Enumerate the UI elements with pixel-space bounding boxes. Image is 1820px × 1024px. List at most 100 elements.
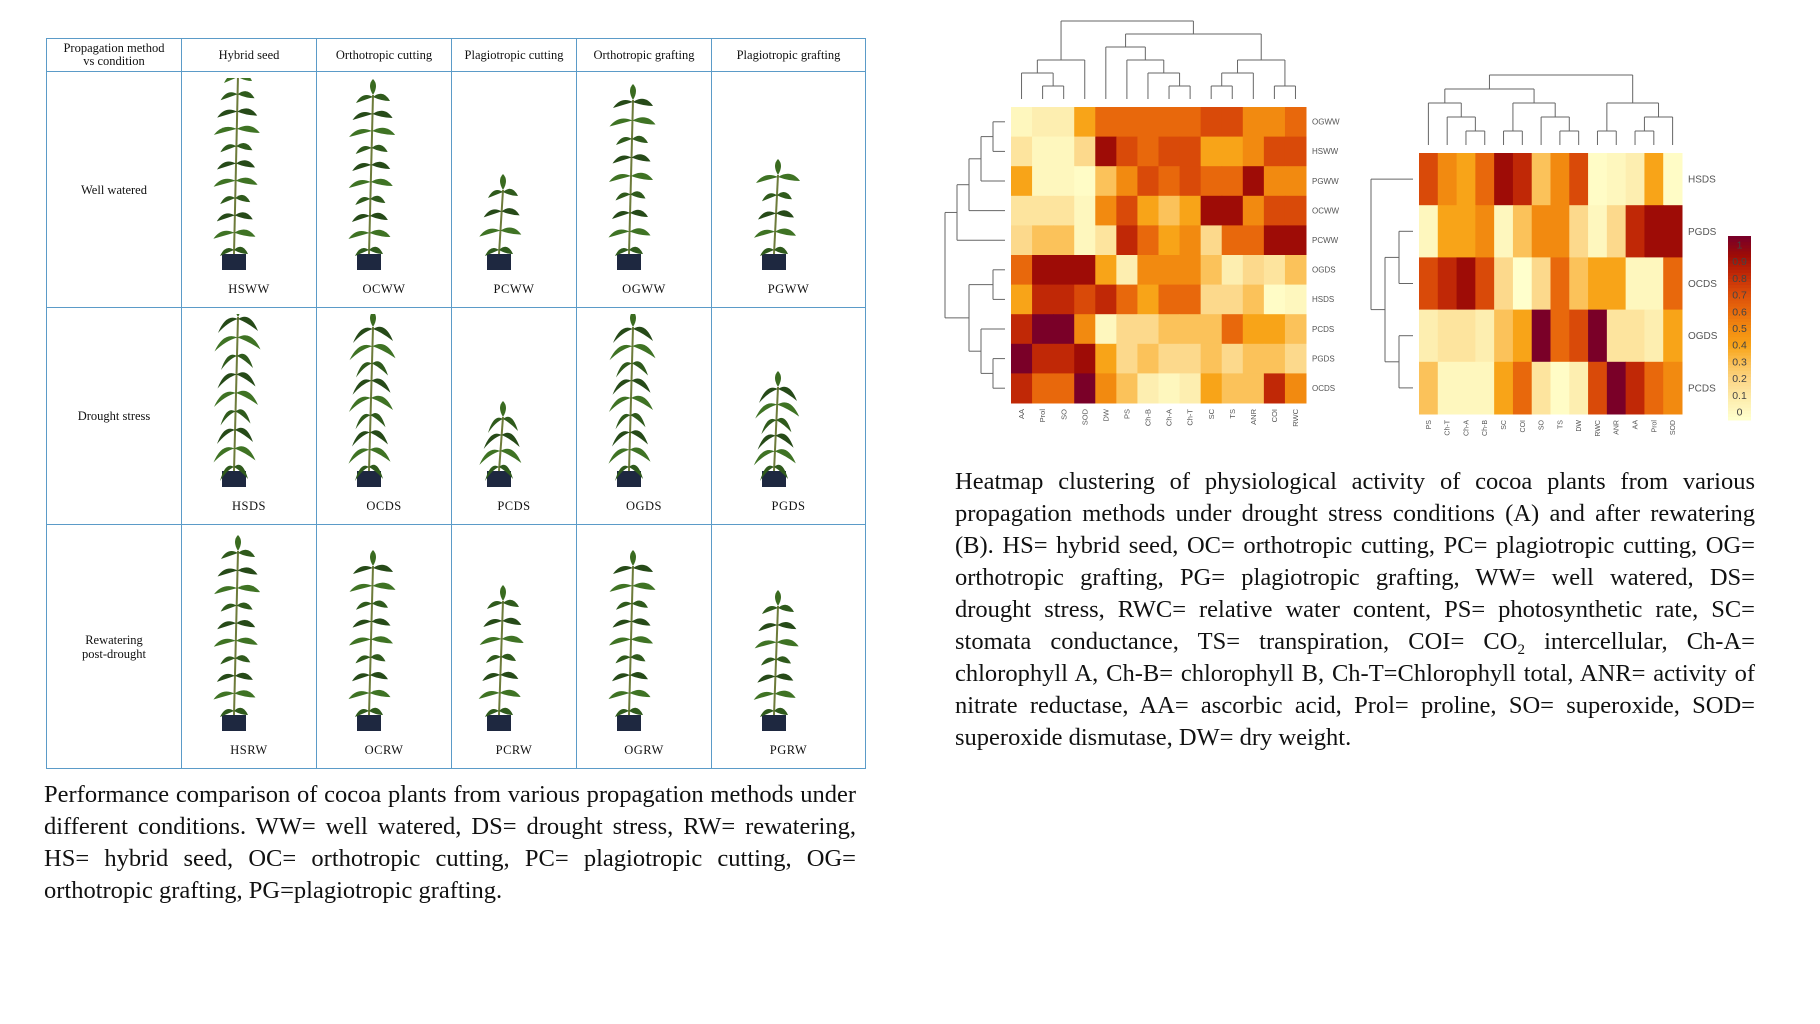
legend-gradient bbox=[1728, 263, 1751, 268]
pot bbox=[617, 471, 641, 487]
heatmap-cell bbox=[1569, 205, 1589, 258]
plant-label: PCDS bbox=[497, 499, 531, 513]
column-label: SC bbox=[1207, 408, 1216, 419]
heatmap-cell bbox=[1242, 166, 1265, 197]
heatmap-cell bbox=[1200, 284, 1223, 315]
plant-label: HSRW bbox=[230, 743, 268, 757]
legend-tick-label: 0.5 bbox=[1732, 323, 1747, 335]
plant-comparison-table: Propagation method vs condition Hybrid se… bbox=[46, 38, 866, 769]
heatmap-cell bbox=[1475, 205, 1495, 258]
legend-gradient bbox=[1728, 386, 1751, 390]
heatmap-cell bbox=[1011, 166, 1033, 197]
plant-photo bbox=[348, 314, 396, 487]
heatmap-cell bbox=[1221, 225, 1244, 256]
heatmap-cell bbox=[1475, 257, 1495, 311]
heatmap-cell bbox=[1074, 107, 1096, 138]
heatmap-cell bbox=[1053, 343, 1075, 374]
heatmap-cell bbox=[1095, 314, 1117, 345]
plant-cell: PGDS bbox=[711, 307, 866, 525]
heatmap-cell bbox=[1221, 107, 1244, 138]
column-label: DW bbox=[1101, 408, 1110, 421]
legend-gradient bbox=[1728, 236, 1751, 240]
column-label: Ch-B bbox=[1482, 420, 1489, 436]
column-label: Ch-A bbox=[1463, 420, 1470, 436]
column-label: Ch-T bbox=[1445, 419, 1452, 435]
column-label: SO bbox=[1539, 419, 1546, 430]
column-label: COI bbox=[1520, 420, 1527, 433]
heatmap-cell bbox=[1221, 373, 1244, 404]
column-header: Orthotropic grafting bbox=[576, 38, 712, 72]
heatmap-cell bbox=[1011, 225, 1033, 256]
heatmap-cell bbox=[1437, 257, 1458, 311]
legend-tick-label: 0 bbox=[1737, 407, 1743, 419]
legend-gradient bbox=[1728, 370, 1751, 375]
heatmap-cell bbox=[1158, 107, 1181, 138]
heatmap-cell bbox=[1494, 257, 1514, 311]
heatmap-cell bbox=[1158, 314, 1181, 345]
heatmap-cell bbox=[1158, 284, 1181, 315]
heatmap-cell bbox=[1137, 284, 1159, 315]
heatmap-cell bbox=[1074, 284, 1096, 315]
heatmap-cell bbox=[1074, 195, 1096, 226]
heatmap-cell bbox=[1053, 314, 1075, 345]
heatmap-cell bbox=[1644, 153, 1664, 206]
table-header-row: Propagation method vs condition Hybrid se… bbox=[46, 38, 866, 72]
legend-gradient bbox=[1728, 361, 1751, 366]
heatmap-cell bbox=[1625, 257, 1645, 311]
heatmap-cell bbox=[1284, 373, 1307, 404]
legend-gradient bbox=[1728, 315, 1751, 320]
heatmap-cell bbox=[1032, 343, 1054, 374]
legend-gradient bbox=[1728, 242, 1751, 246]
legend-tick-label: 0.9 bbox=[1732, 256, 1747, 268]
column-label: TS bbox=[1557, 420, 1564, 429]
row-label: HSWW bbox=[1312, 147, 1339, 156]
heatmap-cell bbox=[1179, 284, 1202, 315]
heatmap-cell bbox=[1284, 255, 1307, 286]
heatmap-cell bbox=[1456, 153, 1476, 206]
heatmap-cell bbox=[1419, 309, 1439, 363]
plant-label: OGDS bbox=[625, 499, 663, 513]
heatmap-cell bbox=[1074, 343, 1096, 374]
heatmap-cell bbox=[1158, 343, 1181, 374]
plant-label: PCRW bbox=[495, 743, 533, 757]
heatmap-cell bbox=[1116, 284, 1138, 315]
pot bbox=[222, 715, 246, 731]
heatmap-cell bbox=[1200, 107, 1223, 138]
heatmap-cell bbox=[1095, 225, 1117, 256]
heatmap-cell bbox=[1095, 166, 1117, 197]
column-label: Ch-T bbox=[1186, 409, 1195, 426]
legend-gradient bbox=[1728, 416, 1751, 421]
pot bbox=[487, 254, 511, 270]
heatmap-cell bbox=[1569, 257, 1589, 311]
column-header: Plagiotropic cutting bbox=[451, 38, 577, 72]
row-label: PGWW bbox=[1312, 177, 1339, 186]
legend-gradient bbox=[1728, 334, 1751, 338]
pot bbox=[487, 715, 511, 731]
pot bbox=[617, 254, 641, 270]
heatmap-cell bbox=[1095, 373, 1117, 404]
heatmap-cell bbox=[1116, 107, 1138, 138]
legend-gradient bbox=[1728, 358, 1751, 363]
heatmap-cell bbox=[1032, 373, 1054, 404]
heatmap-cell bbox=[1242, 314, 1265, 345]
column-label: RWC bbox=[1595, 420, 1602, 437]
caption-text: intercellular, Ch-A= chlorophyll A, Ch-B… bbox=[955, 628, 1755, 751]
heatmap-cell bbox=[1263, 195, 1286, 226]
heatmap-cell bbox=[1456, 309, 1476, 363]
legend-gradient bbox=[1728, 389, 1751, 393]
heatmap-cell bbox=[1456, 257, 1476, 311]
row-label: HSDS bbox=[1312, 295, 1334, 304]
heatmap-cell bbox=[1116, 255, 1138, 286]
heatmap-cell bbox=[1263, 255, 1286, 286]
legend-gradient bbox=[1728, 306, 1751, 311]
heatmap-cell bbox=[1512, 309, 1533, 363]
column-label: PS bbox=[1426, 420, 1433, 430]
left-figure-caption: Performance comparison of cocoa plants f… bbox=[44, 781, 856, 904]
heatmap-cell bbox=[1032, 107, 1054, 138]
heatmap-cell bbox=[1221, 255, 1244, 286]
heatmap-cell bbox=[1284, 284, 1307, 315]
table-row: Rewatering post-drought HSRW OCRW PCRW OGRW PG… bbox=[46, 524, 866, 769]
plant-photo bbox=[753, 159, 800, 270]
legend-gradient bbox=[1728, 248, 1751, 252]
column-label: RWC bbox=[1291, 408, 1300, 426]
